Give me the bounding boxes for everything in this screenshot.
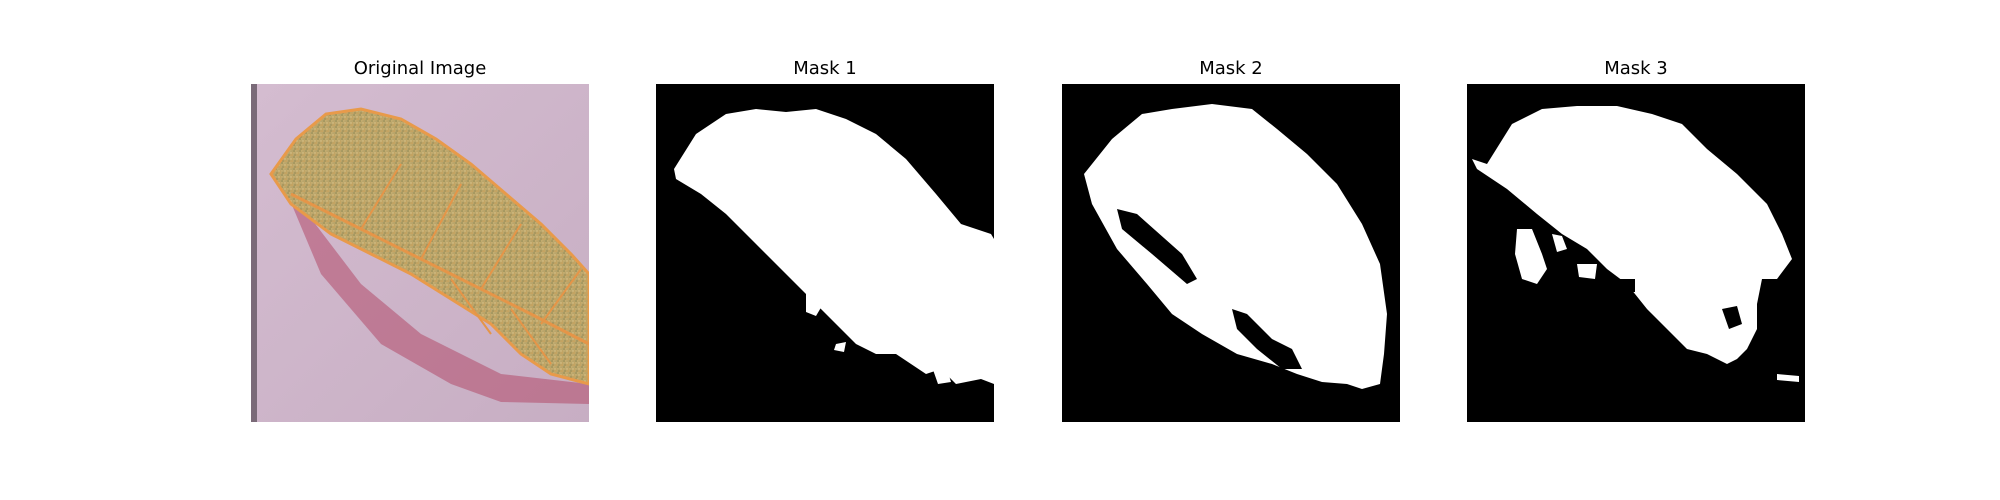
mask-2-image xyxy=(1062,84,1400,422)
mask-1-image xyxy=(656,84,994,422)
panel-title-original-image: Original Image xyxy=(353,58,487,79)
mask-3-region xyxy=(1472,106,1792,364)
mask-1-region xyxy=(674,109,994,384)
leaf-shadow xyxy=(281,179,589,404)
leaf xyxy=(269,107,589,386)
panel-title-mask-2: Mask 2 xyxy=(1199,58,1263,79)
mask-2-region xyxy=(1084,104,1387,389)
panel-title-mask-3: Mask 3 xyxy=(1604,58,1668,79)
original-image xyxy=(251,84,589,422)
panel-title-mask-1: Mask 1 xyxy=(793,58,857,79)
mask-3-image xyxy=(1467,84,1805,422)
